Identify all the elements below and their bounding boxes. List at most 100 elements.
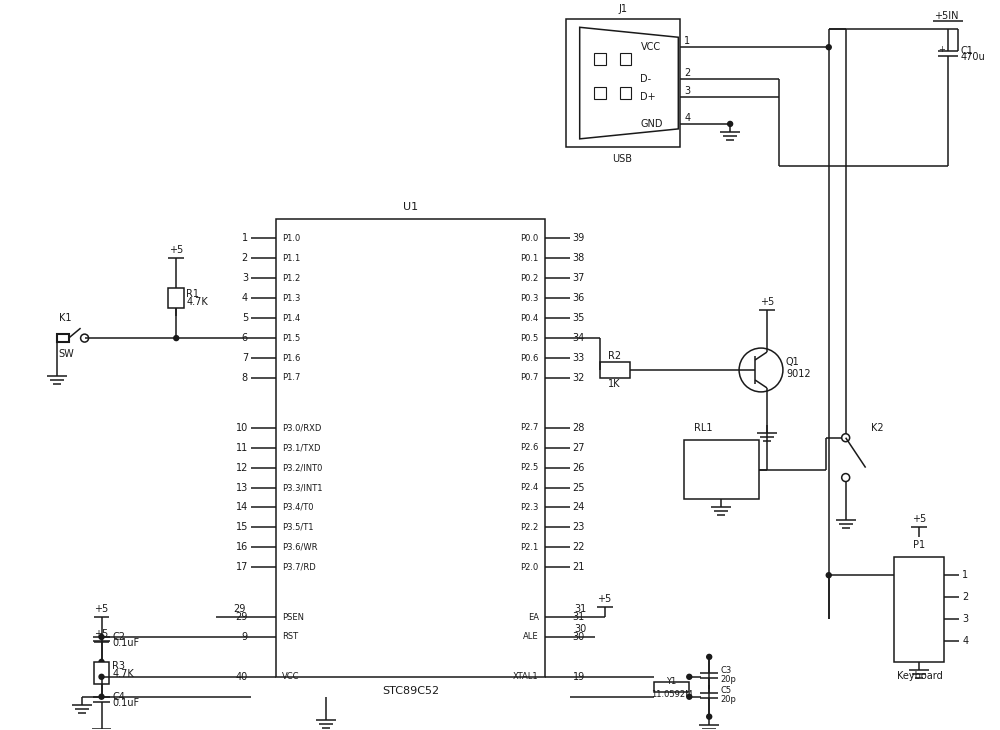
Text: +5IN: +5IN <box>934 12 959 21</box>
Text: RST: RST <box>282 632 298 642</box>
Text: P0.2: P0.2 <box>521 274 539 283</box>
Bar <box>566 19 680 147</box>
Text: P1.0: P1.0 <box>282 234 300 243</box>
Text: D+: D+ <box>640 92 656 102</box>
Text: +5: +5 <box>912 515 927 524</box>
Circle shape <box>687 675 692 680</box>
Text: 3: 3 <box>962 614 968 624</box>
Text: 40: 40 <box>236 672 248 682</box>
Text: 10: 10 <box>236 423 248 433</box>
Text: D-: D- <box>640 74 652 84</box>
Text: R3: R3 <box>112 661 125 671</box>
Text: +5: +5 <box>760 297 774 307</box>
Text: +5: +5 <box>169 245 183 255</box>
Text: P1: P1 <box>913 540 925 550</box>
Circle shape <box>174 336 179 341</box>
Bar <box>684 439 759 499</box>
Text: 4: 4 <box>242 293 248 303</box>
Text: 0.1uF: 0.1uF <box>112 698 140 707</box>
Text: 37: 37 <box>573 273 585 283</box>
Text: P0.3: P0.3 <box>520 293 539 303</box>
Text: 22: 22 <box>573 542 585 553</box>
Text: P3.0/RXD: P3.0/RXD <box>282 423 321 432</box>
Text: P2.0: P2.0 <box>521 563 539 572</box>
Bar <box>594 87 606 99</box>
Text: P0.1: P0.1 <box>521 254 539 263</box>
Text: P0.7: P0.7 <box>520 374 539 383</box>
Bar <box>57 334 69 342</box>
Circle shape <box>728 121 733 126</box>
Text: 11: 11 <box>236 442 248 453</box>
Circle shape <box>81 334 89 342</box>
Text: 30: 30 <box>573 632 585 642</box>
Text: 24: 24 <box>573 502 585 512</box>
Text: P0.4: P0.4 <box>521 314 539 323</box>
Bar <box>620 53 631 65</box>
Text: RL1: RL1 <box>694 423 713 433</box>
Text: 26: 26 <box>573 463 585 472</box>
Text: 4: 4 <box>684 113 690 123</box>
Bar <box>600 362 630 378</box>
Text: 9012: 9012 <box>786 369 811 379</box>
Text: 1: 1 <box>684 36 690 46</box>
Text: P3.4/T0: P3.4/T0 <box>282 503 313 512</box>
Text: +5: +5 <box>597 594 612 604</box>
Text: 12: 12 <box>236 463 248 472</box>
Text: 2: 2 <box>684 68 691 78</box>
Circle shape <box>826 45 831 50</box>
Text: 4.7K: 4.7K <box>112 669 134 679</box>
Text: 0.1uF: 0.1uF <box>112 638 140 648</box>
Text: P2.4: P2.4 <box>521 483 539 492</box>
Bar <box>894 557 944 662</box>
Text: 36: 36 <box>573 293 585 303</box>
Text: P1.4: P1.4 <box>282 314 300 323</box>
Text: P3.2/INT0: P3.2/INT0 <box>282 463 322 472</box>
Text: P3.6/WR: P3.6/WR <box>282 543 317 552</box>
Text: 3: 3 <box>242 273 248 283</box>
Text: PSEN: PSEN <box>282 612 304 621</box>
Text: P0.6: P0.6 <box>520 353 539 363</box>
Text: 470u: 470u <box>960 52 985 62</box>
Text: STC89C52: STC89C52 <box>382 685 439 696</box>
Text: +: + <box>938 45 945 54</box>
Text: 8: 8 <box>242 373 248 383</box>
Text: P3.7/RD: P3.7/RD <box>282 563 316 572</box>
Bar <box>94 662 109 684</box>
Text: GND: GND <box>640 119 663 129</box>
Text: Y1: Y1 <box>666 677 676 686</box>
Polygon shape <box>580 27 678 139</box>
Text: 7: 7 <box>242 353 248 363</box>
Text: USB: USB <box>613 154 633 164</box>
Bar <box>594 53 606 65</box>
Text: 27: 27 <box>573 442 585 453</box>
Text: 31: 31 <box>573 612 585 622</box>
Text: P2.1: P2.1 <box>521 543 539 552</box>
Text: 3: 3 <box>684 86 690 96</box>
Text: 32: 32 <box>573 373 585 383</box>
Text: Q1: Q1 <box>786 357 800 367</box>
Text: 11.0592M: 11.0592M <box>651 691 692 699</box>
Circle shape <box>842 474 850 482</box>
Bar <box>276 218 545 677</box>
Text: 1K: 1K <box>608 379 621 389</box>
Text: U1: U1 <box>403 201 418 212</box>
Text: 20p: 20p <box>720 695 736 704</box>
Text: P1.2: P1.2 <box>282 274 300 283</box>
Text: 30: 30 <box>575 624 587 634</box>
Bar <box>654 682 689 692</box>
Text: Keyboard: Keyboard <box>897 671 942 681</box>
Text: 35: 35 <box>573 313 585 323</box>
Text: J1: J1 <box>618 4 627 15</box>
Text: P3.1/TXD: P3.1/TXD <box>282 443 320 452</box>
Text: P2.6: P2.6 <box>520 443 539 452</box>
Text: SW: SW <box>59 349 74 359</box>
Text: 25: 25 <box>573 483 585 493</box>
Text: VCC: VCC <box>640 42 661 53</box>
Text: P0.5: P0.5 <box>521 334 539 342</box>
Text: 34: 34 <box>573 333 585 343</box>
Text: +5: +5 <box>94 629 109 639</box>
Text: 21: 21 <box>573 562 585 572</box>
Text: 15: 15 <box>236 523 248 532</box>
Text: P1.5: P1.5 <box>282 334 300 342</box>
Text: P2.3: P2.3 <box>520 503 539 512</box>
